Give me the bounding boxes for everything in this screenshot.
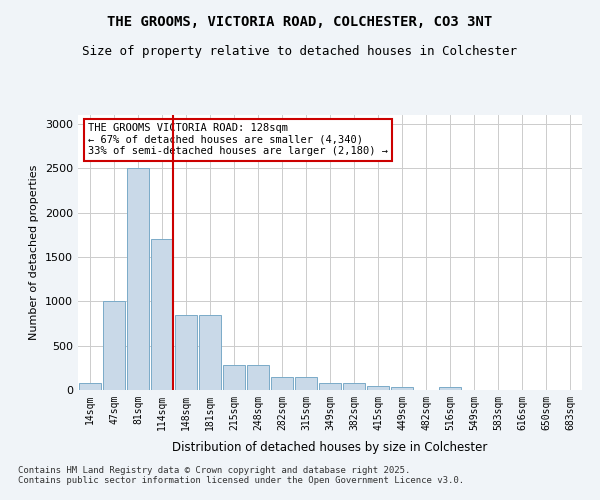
Bar bbox=[151, 239, 173, 390]
Bar bbox=[223, 365, 245, 390]
Bar bbox=[175, 314, 197, 390]
Bar bbox=[439, 388, 461, 390]
Y-axis label: Number of detached properties: Number of detached properties bbox=[29, 165, 40, 340]
Bar bbox=[391, 388, 413, 390]
Text: THE GROOMS, VICTORIA ROAD, COLCHESTER, CO3 3NT: THE GROOMS, VICTORIA ROAD, COLCHESTER, C… bbox=[107, 15, 493, 29]
Bar bbox=[343, 384, 365, 390]
X-axis label: Distribution of detached houses by size in Colchester: Distribution of detached houses by size … bbox=[172, 441, 488, 454]
Text: Contains HM Land Registry data © Crown copyright and database right 2025.
Contai: Contains HM Land Registry data © Crown c… bbox=[18, 466, 464, 485]
Bar bbox=[271, 376, 293, 390]
Bar bbox=[319, 384, 341, 390]
Bar bbox=[295, 376, 317, 390]
Text: Size of property relative to detached houses in Colchester: Size of property relative to detached ho… bbox=[83, 45, 517, 58]
Bar bbox=[247, 365, 269, 390]
Text: THE GROOMS VICTORIA ROAD: 128sqm
← 67% of detached houses are smaller (4,340)
33: THE GROOMS VICTORIA ROAD: 128sqm ← 67% o… bbox=[88, 123, 388, 156]
Bar bbox=[199, 314, 221, 390]
Bar bbox=[367, 386, 389, 390]
Bar bbox=[103, 302, 125, 390]
Bar bbox=[127, 168, 149, 390]
Bar bbox=[79, 384, 101, 390]
